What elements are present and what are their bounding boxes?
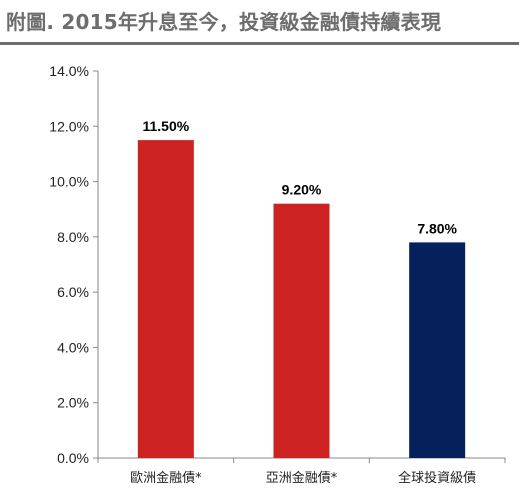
data-label: 11.50% [142, 118, 189, 134]
title-underline [0, 42, 519, 45]
y-tick-label: 0.0% [57, 450, 89, 466]
bar [137, 140, 194, 458]
y-tick-label: 6.0% [57, 284, 89, 300]
data-label: 7.80% [417, 220, 457, 236]
bar [409, 242, 466, 458]
category-label: 全球投資級債 [398, 470, 476, 486]
chart-title: 附圖. 2015年升息至今，投資級金融債持續表現 [6, 10, 442, 34]
bar [273, 203, 330, 458]
category-label: 亞洲金融債* [266, 470, 338, 486]
y-tick-label: 14.0% [49, 63, 89, 79]
y-tick-label: 8.0% [57, 229, 89, 245]
y-tick-label: 2.0% [57, 395, 89, 411]
y-tick-label: 10.0% [49, 174, 89, 190]
category-label: 歐洲金融債* [130, 470, 202, 486]
y-tick-label: 12.0% [49, 118, 89, 134]
chart-labels: 0.0% 2.0% 4.0% 6.0% 8.0% 10.0% 12.0% 14.0% 11.50… [49, 63, 476, 486]
data-label: 9.20% [282, 182, 322, 198]
y-tick-label: 4.0% [57, 339, 89, 355]
chart-bars [137, 140, 466, 458]
